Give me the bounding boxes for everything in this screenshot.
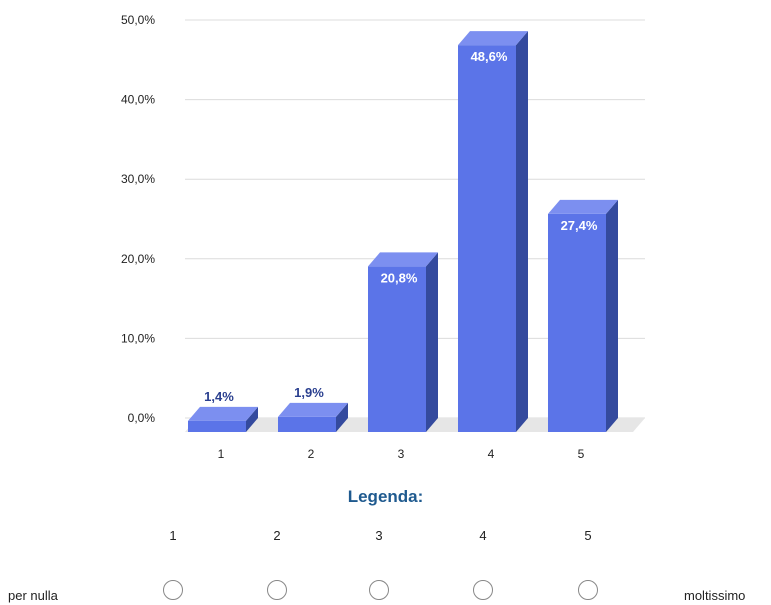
x-tick-label: 5 (578, 447, 585, 461)
bar-side (606, 199, 618, 432)
x-tick-label: 4 (488, 447, 495, 461)
y-tick-label: 20,0% (121, 252, 155, 266)
bar-side (516, 31, 528, 432)
bar-chart: 0,0% 10,0% 20,0% 30,0% 40,0% 50,0% 1,4% 1 1,9% 2 2… (121, 13, 645, 461)
data-label: 20,8% (381, 270, 418, 285)
bar (188, 420, 246, 432)
y-tick-label: 10,0% (121, 331, 155, 345)
y-tick-label: 40,0% (121, 93, 155, 107)
x-tick-label: 3 (398, 447, 405, 461)
bar-top (458, 31, 528, 46)
x-tick-label: 2 (308, 447, 315, 461)
radio-option-2[interactable] (267, 580, 287, 600)
data-label: 1,4% (204, 389, 234, 404)
high-anchor-label: moltissimo (684, 588, 746, 603)
bar-top (278, 402, 348, 417)
low-anchor-label: per nulla (8, 588, 58, 603)
bar (368, 266, 426, 432)
bar (548, 213, 606, 432)
y-tick-label: 50,0% (121, 13, 155, 27)
data-label: 27,4% (561, 218, 598, 233)
scale-number-5: 5 (584, 528, 592, 543)
scale-number-3: 3 (375, 528, 383, 543)
bar-top (368, 252, 438, 267)
bar-top (188, 406, 258, 421)
legend-title: Legenda: (347, 487, 424, 506)
y-tick-label: 30,0% (121, 172, 155, 186)
radio-option-1[interactable] (163, 580, 183, 600)
radio-option-3[interactable] (369, 580, 389, 600)
scale-number-2: 2 (273, 528, 281, 543)
bar (278, 416, 336, 432)
scale-number-1: 1 (169, 528, 177, 543)
data-label: 48,6% (471, 49, 508, 64)
data-label: 1,9% (294, 385, 324, 400)
bar-side (246, 406, 258, 432)
bar (458, 45, 516, 432)
x-tick-label: 1 (218, 447, 225, 461)
bar-side (426, 252, 438, 432)
bar-side (336, 402, 348, 432)
scale-number-4: 4 (479, 528, 487, 543)
radio-option-4[interactable] (473, 580, 493, 600)
y-tick-label: 0,0% (128, 411, 156, 425)
radio-option-5[interactable] (578, 580, 598, 600)
bar-top (548, 199, 618, 214)
